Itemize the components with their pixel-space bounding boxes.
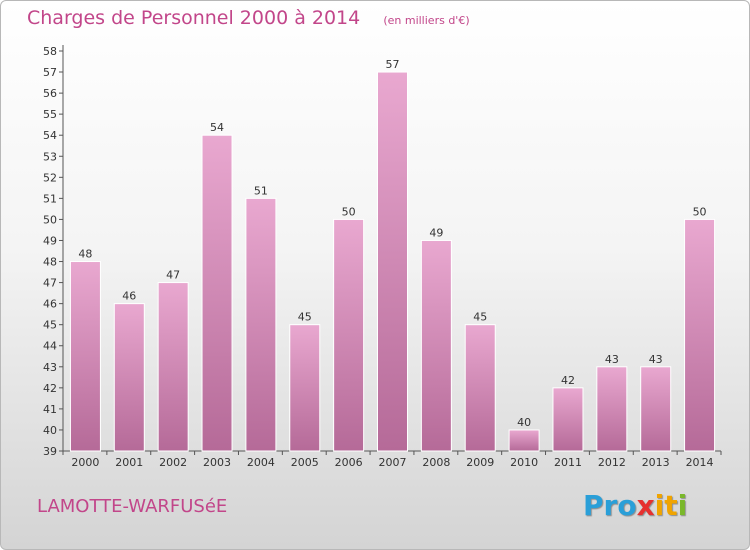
bar-value-label: 57 bbox=[386, 58, 400, 71]
x-tick-label: 2008 bbox=[422, 456, 450, 469]
bar-value-label: 43 bbox=[649, 353, 663, 366]
y-tick-label: 48 bbox=[43, 256, 57, 269]
y-tick-label: 41 bbox=[43, 403, 57, 416]
y-tick-label: 49 bbox=[43, 234, 57, 247]
logo-part-1: Pro bbox=[583, 489, 637, 522]
y-tick-label: 58 bbox=[43, 45, 57, 58]
x-tick-label: 2006 bbox=[335, 456, 363, 469]
bar bbox=[69, 261, 101, 452]
x-tick-label: 2003 bbox=[203, 456, 231, 469]
bar-value-label: 50 bbox=[342, 205, 356, 218]
logo-part-4: i bbox=[677, 489, 688, 522]
x-tick-label: 2002 bbox=[159, 456, 187, 469]
x-tick-label: 2010 bbox=[510, 456, 538, 469]
bar-value-label: 45 bbox=[298, 311, 312, 324]
y-tick-label: 53 bbox=[43, 150, 57, 163]
bar-value-label: 49 bbox=[429, 226, 443, 239]
bar bbox=[552, 387, 584, 452]
bar bbox=[464, 324, 496, 452]
x-tick-label: 2004 bbox=[247, 456, 275, 469]
y-tick-label: 46 bbox=[43, 298, 57, 311]
bar-value-label: 45 bbox=[473, 311, 487, 324]
y-tick-label: 47 bbox=[43, 277, 57, 290]
y-tick-label: 45 bbox=[43, 319, 57, 332]
y-tick-label: 51 bbox=[43, 192, 57, 205]
y-tick-label: 39 bbox=[43, 445, 57, 458]
y-tick-label: 44 bbox=[43, 340, 57, 353]
bar-value-label: 48 bbox=[78, 248, 92, 261]
bar bbox=[684, 218, 716, 452]
bar-value-label: 51 bbox=[254, 184, 268, 197]
x-tick-label: 2009 bbox=[466, 456, 494, 469]
x-tick-label: 2001 bbox=[115, 456, 143, 469]
y-tick-label: 42 bbox=[43, 382, 57, 395]
logo-part-2: x bbox=[636, 489, 655, 522]
x-tick-label: 2014 bbox=[686, 456, 714, 469]
bar bbox=[245, 197, 277, 452]
x-tick-label: 2000 bbox=[71, 456, 99, 469]
y-tick-label: 54 bbox=[43, 129, 57, 142]
x-tick-label: 2013 bbox=[642, 456, 670, 469]
bar-value-label: 54 bbox=[210, 121, 224, 134]
bar-value-label: 43 bbox=[605, 353, 619, 366]
chart-title: Charges de Personnel 2000 à 2014 bbox=[27, 7, 361, 29]
bar bbox=[640, 366, 672, 452]
bar bbox=[377, 71, 408, 452]
y-tick-label: 55 bbox=[43, 108, 57, 121]
logo-part-3: it bbox=[654, 489, 678, 522]
bar bbox=[113, 303, 145, 452]
title-row: Charges de Personnel 2000 à 2014 (en mil… bbox=[27, 7, 470, 29]
bar-value-label: 46 bbox=[122, 290, 136, 303]
bar bbox=[289, 324, 321, 452]
y-tick-label: 50 bbox=[43, 213, 57, 226]
bar-value-label: 50 bbox=[693, 205, 707, 218]
chart-subtitle: (en milliers d'€) bbox=[383, 14, 470, 27]
bar-value-label: 47 bbox=[166, 269, 180, 282]
commune-name: LAMOTTE-WARFUSéE bbox=[37, 496, 228, 517]
x-tick-label: 2011 bbox=[554, 456, 582, 469]
bar-value-label: 40 bbox=[517, 416, 531, 429]
bar bbox=[420, 239, 452, 452]
bar bbox=[201, 134, 233, 452]
x-tick-label: 2007 bbox=[379, 456, 407, 469]
y-tick-label: 57 bbox=[43, 66, 57, 79]
y-tick-label: 52 bbox=[43, 171, 57, 184]
bar bbox=[596, 366, 628, 452]
bar bbox=[333, 218, 365, 452]
x-tick-label: 2005 bbox=[291, 456, 319, 469]
proxiti-logo[interactable]: Proxiti bbox=[583, 489, 687, 522]
bar bbox=[508, 429, 540, 452]
bar-value-label: 42 bbox=[561, 374, 575, 387]
y-tick-label: 40 bbox=[43, 424, 57, 437]
y-tick-label: 43 bbox=[43, 361, 57, 374]
y-tick-label: 56 bbox=[43, 87, 57, 100]
x-tick-label: 2012 bbox=[598, 456, 626, 469]
bar bbox=[157, 282, 189, 452]
